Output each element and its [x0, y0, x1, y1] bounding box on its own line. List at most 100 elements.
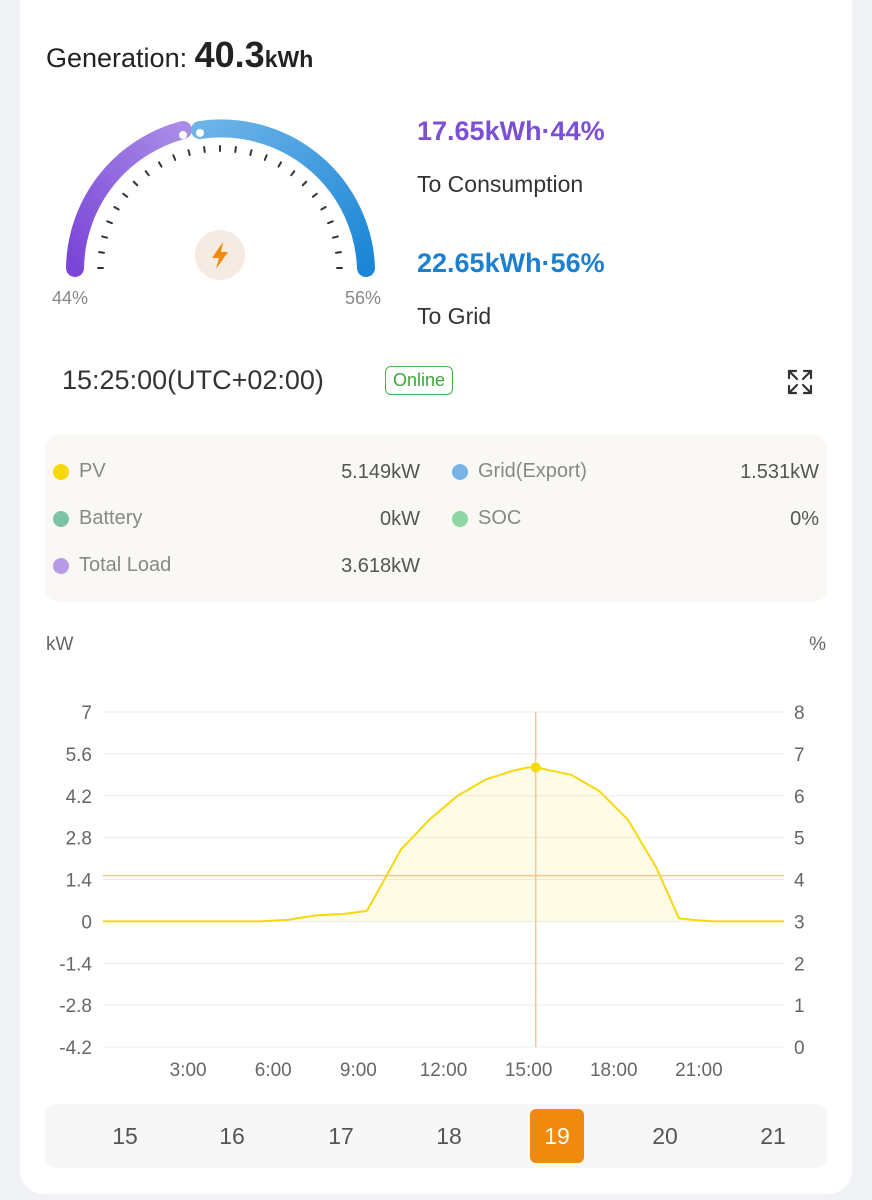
- gauge-grid-arc: [191, 119, 375, 277]
- gauge-tick: [234, 146, 237, 154]
- y-tick-right: 1: [794, 996, 805, 1017]
- series-line: [103, 766, 784, 923]
- stat-grid-value: 1.531kW: [740, 461, 819, 483]
- grid-value: 22.65kWh·56%: [417, 248, 605, 278]
- x-tick: 9:00: [340, 1060, 377, 1081]
- x-tick: 18:00: [590, 1060, 638, 1081]
- status-time: 15:25:00(UTC+02:00): [62, 365, 324, 395]
- crosshair-point: [530, 762, 541, 773]
- gauge-left-pct: 44%: [52, 288, 89, 308]
- day-20[interactable]: 20: [652, 1123, 678, 1149]
- gauge-tick: [334, 251, 342, 254]
- stat-battery-label: Battery: [79, 507, 143, 529]
- generation-value: 40.3: [194, 34, 265, 75]
- day-16[interactable]: 16: [219, 1123, 245, 1149]
- gauge-tick: [101, 235, 108, 239]
- gauge-tick: [301, 180, 308, 187]
- consumption-label: To Consumption: [417, 171, 584, 197]
- day-18[interactable]: 18: [436, 1123, 462, 1149]
- left-axis-unit: kW: [46, 634, 74, 655]
- y-tick-right: 5: [794, 829, 805, 850]
- y-tick-left: -2.8: [59, 996, 92, 1017]
- y-tick-left: 2.8: [66, 829, 92, 850]
- y-tick-left: 4.2: [66, 787, 92, 808]
- gauge-tick: [187, 149, 191, 156]
- consumption-value: 17.65kWh·44%: [417, 116, 605, 146]
- y-tick-right: 2: [794, 954, 805, 975]
- gauge-tick: [113, 206, 120, 211]
- stat-soc: SOC: [452, 507, 521, 530]
- generation-title: Generation: 40.3kWh: [46, 34, 313, 76]
- stat-pv-label: PV: [79, 460, 106, 482]
- x-tick: 3:00: [170, 1060, 207, 1081]
- y-tick-right: 4: [794, 871, 805, 892]
- gauge-tick: [249, 149, 253, 156]
- energy-gauge: [66, 119, 375, 277]
- day-17[interactable]: 17: [328, 1123, 354, 1149]
- gauge-tick: [106, 220, 113, 225]
- gauge-tick: [144, 170, 150, 177]
- y-tick-right: 6: [794, 787, 805, 808]
- y-tick-left: 1.4: [66, 871, 93, 892]
- gauge-tick: [332, 235, 339, 239]
- pv-dot: [53, 463, 69, 480]
- day-selector: 15 16 17 18 19 20 21: [45, 1104, 827, 1168]
- gauge-consumption-arc: [66, 121, 192, 277]
- x-tick: 15:00: [505, 1060, 553, 1081]
- stat-pv: PV: [53, 460, 106, 483]
- generation-unit: kWh: [264, 46, 314, 72]
- y-tick-right: 7: [794, 745, 805, 766]
- day-15[interactable]: 15: [112, 1123, 138, 1149]
- gauge-tick: [98, 251, 106, 254]
- gauge-tick: [290, 170, 296, 177]
- gauge-ticks: [97, 145, 343, 269]
- gauge-tick: [122, 192, 129, 198]
- generation-label: Generation:: [46, 43, 188, 73]
- y-tick-left: 0: [81, 912, 92, 933]
- right-axis-unit: %: [809, 634, 826, 655]
- gauge-knob-left: [179, 131, 187, 139]
- series-area: [103, 767, 784, 922]
- stat-soc-value: 0%: [790, 508, 819, 530]
- stat-grid-label: Grid(Export): [478, 460, 587, 482]
- gauge-tick: [311, 192, 318, 198]
- battery-dot: [53, 510, 69, 527]
- soc-dot: [452, 510, 468, 527]
- power-chart[interactable]: kW % 7 8 5.6 7 4.2 6 2.8 5 1.4 4 0 3 -1.4 2 -2.8 1 -4.2 0…: [0, 620, 872, 1090]
- stat-soc-label: SOC: [478, 507, 522, 529]
- x-tick: 21:00: [675, 1060, 723, 1081]
- gauge-tick: [203, 146, 206, 154]
- stat-grid: Grid(Export): [452, 460, 587, 483]
- day-21[interactable]: 21: [760, 1123, 786, 1149]
- grid-label: To Grid: [417, 303, 492, 329]
- y-tick-right: 8: [794, 703, 805, 724]
- y-tick-right: 0: [794, 1038, 805, 1059]
- y-tick-left: -4.2: [59, 1038, 92, 1059]
- stat-load: Total Load: [53, 554, 171, 577]
- stat-battery-value: 0kW: [380, 508, 420, 530]
- load-dot: [53, 557, 69, 574]
- gauge-tick: [172, 154, 177, 161]
- y-tick-left: 7: [81, 703, 92, 724]
- status-badge: Online: [385, 366, 454, 395]
- stats-panel: PV 5.149kW Grid(Export) 1.531kW Battery …: [45, 435, 827, 602]
- gauge-knob-right: [196, 129, 204, 137]
- x-tick: 12:00: [420, 1060, 468, 1081]
- grid-dot: [452, 463, 468, 480]
- y-tick-left: 5.6: [66, 745, 92, 766]
- x-tick: 6:00: [255, 1060, 292, 1081]
- gauge-tick: [320, 206, 327, 211]
- y-tick-right: 3: [794, 912, 805, 933]
- stat-battery: Battery: [53, 507, 142, 530]
- stat-load-value: 3.618kW: [341, 555, 420, 577]
- day-19[interactable]: 19: [530, 1109, 584, 1163]
- expand-icon[interactable]: [786, 368, 814, 396]
- gauge-tick: [132, 180, 139, 187]
- gauge-tick: [263, 154, 268, 161]
- y-tick-left: -1.4: [59, 954, 92, 975]
- gauge-tick: [277, 161, 282, 168]
- gauge-right-pct: 56%: [345, 288, 382, 308]
- stat-pv-value: 5.149kW: [341, 461, 420, 483]
- gauge-tick: [327, 220, 334, 225]
- stat-load-label: Total Load: [79, 554, 172, 576]
